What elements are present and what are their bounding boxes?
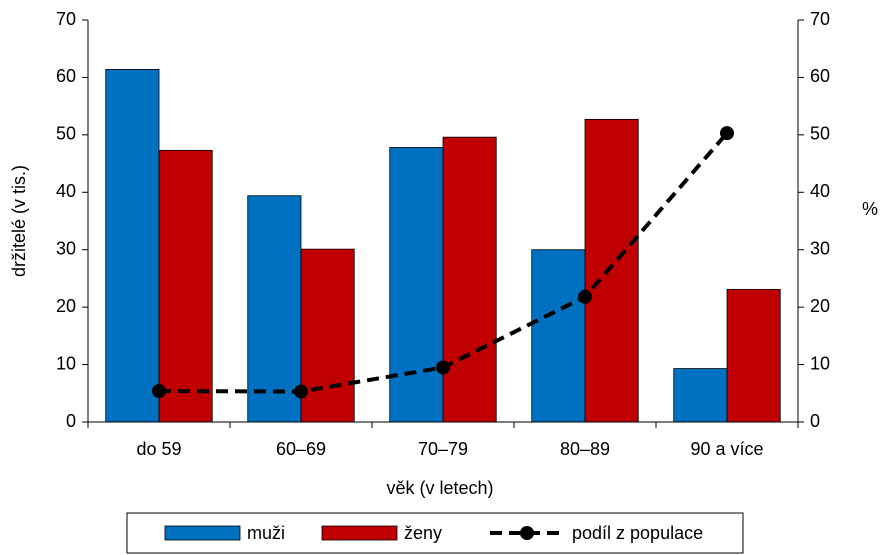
bar: [105, 68, 160, 423]
legend-label: ženy: [404, 523, 442, 543]
y-tick-label: 40: [56, 181, 76, 201]
y2-tick-label: 70: [810, 9, 830, 29]
legend-swatch: [321, 525, 398, 541]
line-point: [152, 383, 166, 398]
x-tick-label: 60–69: [276, 439, 326, 459]
y2-tick-label: 50: [810, 124, 830, 144]
y2-tick-label: 40: [810, 181, 830, 201]
y2-tick-label: 20: [810, 296, 830, 316]
y-tick-label: 60: [56, 66, 76, 86]
bar: [531, 249, 586, 423]
bar: [442, 136, 497, 423]
y2-tick-label: 30: [810, 238, 830, 258]
legend-label: podíl z populace: [572, 523, 703, 543]
line-point: [294, 384, 308, 399]
legend-swatch: [164, 525, 241, 541]
y2-tick-label: 60: [810, 66, 830, 86]
line-point: [720, 126, 734, 141]
y-tick-label: 50: [56, 124, 76, 144]
y2-axis-title: %: [862, 199, 878, 219]
bar: [158, 149, 213, 423]
x-tick-label: do 59: [136, 439, 181, 459]
x-tick-label: 80–89: [560, 439, 610, 459]
y-tick-label: 70: [56, 9, 76, 29]
line-point: [578, 289, 592, 304]
y-axis-title: držitelé (v tis.): [9, 165, 29, 277]
x-tick-label: 70–79: [418, 439, 468, 459]
bar: [300, 248, 355, 423]
y-tick-label: 0: [66, 411, 76, 431]
bar: [389, 147, 444, 423]
bar: [726, 288, 781, 423]
legend-marker: [520, 526, 534, 540]
x-tick-label: 90 a více: [690, 439, 763, 459]
bar: [584, 118, 639, 423]
line-point: [436, 360, 450, 375]
x-axis-title: věk (v letech): [386, 478, 493, 498]
y2-tick-label: 10: [810, 353, 830, 373]
bar: [673, 368, 728, 423]
y2-tick-label: 0: [810, 411, 820, 431]
y-tick-label: 30: [56, 238, 76, 258]
y-tick-label: 10: [56, 353, 76, 373]
bar: [247, 195, 302, 423]
y-tick-label: 20: [56, 296, 76, 316]
legend-label: muži: [247, 523, 285, 543]
